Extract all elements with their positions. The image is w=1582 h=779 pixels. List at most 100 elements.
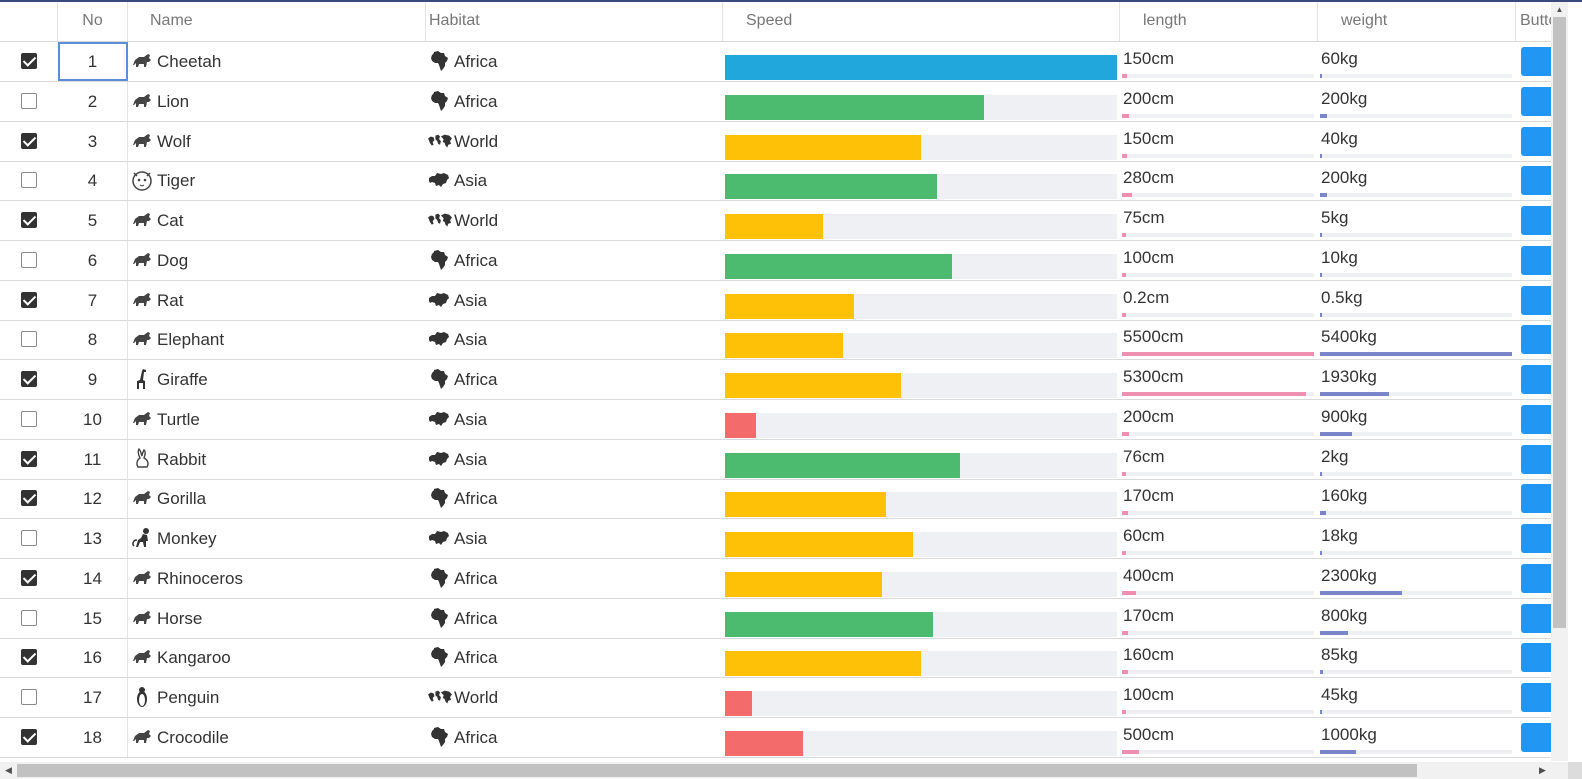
speed-cell[interactable] (722, 82, 1120, 121)
row-number[interactable]: 8 (58, 320, 128, 360)
speed-cell[interactable] (722, 241, 1120, 280)
weight-cell[interactable]: 200kg (1318, 161, 1515, 200)
animal-name-cell[interactable]: Dog (130, 241, 425, 280)
speed-cell[interactable] (722, 201, 1120, 240)
weight-cell[interactable]: 200kg (1318, 82, 1515, 121)
length-cell[interactable]: 160cm (1120, 638, 1317, 677)
animal-name-cell[interactable]: Lion (130, 82, 425, 121)
scroll-up-arrow[interactable]: ▲ (1551, 2, 1568, 17)
habitat-cell[interactable]: World (427, 678, 722, 717)
length-cell[interactable]: 100cm (1120, 241, 1317, 280)
animal-name-cell[interactable]: Rhinoceros (130, 559, 425, 598)
table-row[interactable]: 6 Dog Africa 100cm 10kg (0, 240, 1568, 281)
habitat-cell[interactable]: Africa (427, 559, 722, 598)
row-checkbox[interactable] (21, 132, 37, 149)
weight-cell[interactable]: 18kg (1318, 519, 1515, 558)
row-checkbox[interactable] (21, 251, 37, 268)
horizontal-scroll-thumb[interactable] (17, 764, 1417, 777)
weight-cell[interactable]: 0.5kg (1318, 281, 1515, 320)
row-number[interactable]: 15 (58, 598, 128, 638)
animal-name-cell[interactable]: Monkey (130, 519, 425, 558)
speed-cell[interactable] (722, 519, 1120, 558)
speed-cell[interactable] (722, 400, 1120, 439)
weight-cell[interactable]: 60kg (1318, 42, 1515, 81)
table-row[interactable]: 17 Penguin World 100cm 45kg (0, 678, 1568, 718)
table-row[interactable]: 3 Wolf World 150cm 40kg (0, 121, 1568, 162)
row-checkbox[interactable] (21, 371, 37, 387)
habitat-cell[interactable]: Africa (427, 599, 722, 638)
speed-cell[interactable] (722, 281, 1120, 320)
row-number[interactable]: 3 (58, 121, 128, 161)
header-length[interactable]: length (1120, 2, 1318, 41)
length-cell[interactable]: 5300cm (1120, 360, 1317, 399)
row-number[interactable]: 5 (58, 201, 128, 240)
length-cell[interactable]: 0.2cm (1120, 281, 1317, 320)
habitat-cell[interactable]: Asia (427, 281, 722, 320)
row-checkbox[interactable] (21, 172, 37, 189)
animal-name-cell[interactable]: Wolf (130, 122, 425, 161)
table-row[interactable]: 8 Elephant Asia 5500cm 5400kg (0, 320, 1568, 361)
row-number[interactable]: 12 (58, 479, 128, 519)
table-row[interactable]: 12 Gorilla Africa 170cm 160kg (0, 479, 1568, 520)
speed-cell[interactable] (722, 440, 1120, 479)
weight-cell[interactable]: 85kg (1318, 638, 1515, 677)
row-number[interactable]: 11 (58, 439, 128, 479)
row-checkbox[interactable] (21, 728, 37, 745)
length-cell[interactable]: 400cm (1120, 559, 1317, 598)
speed-cell[interactable] (722, 360, 1120, 399)
length-cell[interactable]: 200cm (1120, 400, 1317, 439)
animal-name-cell[interactable]: Cheetah (130, 42, 425, 81)
row-number[interactable]: 14 (58, 558, 128, 598)
row-number[interactable]: 2 (58, 81, 128, 121)
habitat-cell[interactable]: Africa (427, 638, 722, 677)
habitat-cell[interactable]: Africa (427, 82, 722, 121)
row-number[interactable]: 9 (58, 360, 128, 399)
animal-name-cell[interactable]: Turtle (130, 400, 425, 439)
speed-cell[interactable] (722, 161, 1120, 200)
table-row[interactable]: 15 Horse Africa 170cm 800kg (0, 598, 1568, 639)
speed-cell[interactable] (722, 479, 1120, 518)
table-row[interactable]: 10 Turtle Asia 200cm 900kg (0, 399, 1568, 440)
length-cell[interactable]: 500cm (1120, 718, 1317, 757)
row-checkbox[interactable] (21, 609, 37, 626)
habitat-cell[interactable]: Asia (427, 320, 722, 359)
row-number[interactable]: 10 (58, 399, 128, 439)
header-speed[interactable]: Speed (723, 2, 1120, 41)
row-checkbox[interactable] (21, 689, 37, 705)
row-checkbox[interactable] (21, 410, 37, 427)
table-row[interactable]: 4 Tiger Asia 280cm 200kg (0, 161, 1568, 202)
weight-cell[interactable]: 5400kg (1318, 320, 1515, 359)
header-check[interactable] (0, 2, 58, 41)
animal-name-cell[interactable]: Gorilla (130, 479, 425, 518)
animal-name-cell[interactable]: Crocodile (130, 718, 425, 757)
weight-cell[interactable]: 900kg (1318, 400, 1515, 439)
animal-name-cell[interactable]: Tiger (130, 161, 425, 200)
animal-name-cell[interactable]: Elephant (130, 320, 425, 359)
table-row[interactable]: 5 Cat World 75cm 5kg (0, 201, 1568, 241)
animal-name-cell[interactable]: Giraffe (130, 360, 425, 399)
row-number[interactable]: 7 (58, 280, 128, 320)
length-cell[interactable]: 170cm (1120, 599, 1317, 638)
scroll-right-arrow[interactable]: ▶ (1539, 765, 1546, 775)
vertical-scrollbar[interactable] (1551, 17, 1568, 761)
speed-cell[interactable] (722, 320, 1120, 359)
speed-cell[interactable] (722, 559, 1120, 598)
header-no[interactable]: No (58, 2, 128, 41)
weight-cell[interactable]: 2300kg (1318, 559, 1515, 598)
weight-cell[interactable]: 1930kg (1318, 360, 1515, 399)
vertical-scroll-thumb[interactable] (1553, 17, 1566, 628)
table-row[interactable]: 2 Lion Africa 200cm 200kg (0, 81, 1568, 122)
weight-cell[interactable]: 45kg (1318, 678, 1515, 717)
row-checkbox[interactable] (21, 450, 37, 467)
habitat-cell[interactable]: Asia (427, 519, 722, 558)
table-row[interactable]: 11 Rabbit Asia 76cm 2kg (0, 439, 1568, 480)
length-cell[interactable]: 200cm (1120, 82, 1317, 121)
header-habitat[interactable]: Habitat (426, 2, 723, 41)
table-row[interactable]: 16 Kangaroo Africa 160cm 85kg (0, 638, 1568, 679)
row-checkbox[interactable] (21, 212, 37, 228)
animal-name-cell[interactable]: Kangaroo (130, 638, 425, 677)
habitat-cell[interactable]: Asia (427, 161, 722, 200)
table-row[interactable]: 1 Cheetah Africa 150cm 60kg (0, 42, 1568, 82)
row-number[interactable]: 17 (58, 678, 128, 717)
habitat-cell[interactable]: World (427, 122, 722, 161)
